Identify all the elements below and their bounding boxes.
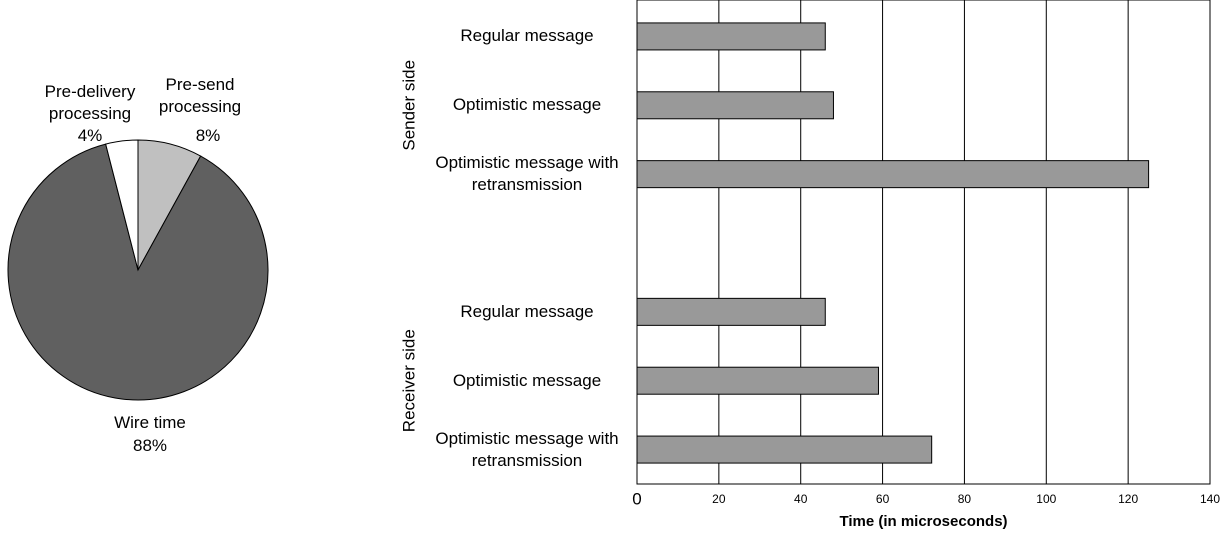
x-tick-label: 60 <box>876 492 890 506</box>
bar <box>636 22 826 51</box>
bar <box>636 297 826 326</box>
bar <box>636 366 879 395</box>
slice-value: 8% <box>195 126 221 145</box>
category-label: Regular message <box>460 26 594 46</box>
group-label: Receiver side <box>399 329 418 432</box>
x-tick-label: 0 <box>632 489 641 508</box>
slice-value: 88% <box>132 436 168 455</box>
x-tick-label: 20 <box>712 492 726 506</box>
x-tick-label: 80 <box>958 492 972 506</box>
pie-slice <box>7 143 269 401</box>
bar <box>636 435 933 464</box>
category-label: Regular message <box>460 301 594 321</box>
bar <box>636 160 1150 189</box>
x-tick-label: 40 <box>794 492 808 506</box>
slice-label: Wire time <box>114 413 186 432</box>
x-tick-label: 100 <box>1036 492 1056 506</box>
category-label: Optimistic message <box>452 370 602 390</box>
plot-frame <box>636 0 1211 485</box>
category-label: Optimistic message with retransmission <box>435 428 619 470</box>
group-label: Sender side <box>399 60 418 151</box>
category-label: Optimistic message <box>452 95 602 115</box>
slice-value: 4% <box>77 126 103 145</box>
slice-label: Pre-send processing <box>158 75 242 116</box>
x-axis-title: Time (in microseconds) <box>839 513 1007 530</box>
bar <box>636 91 834 120</box>
x-tick-label: 120 <box>1118 492 1138 506</box>
slice-label: Pre-delivery processing <box>44 82 136 123</box>
category-label: Optimistic message with retransmission <box>435 153 619 195</box>
x-tick-label: 140 <box>1200 492 1220 506</box>
pie-slice <box>105 139 139 271</box>
